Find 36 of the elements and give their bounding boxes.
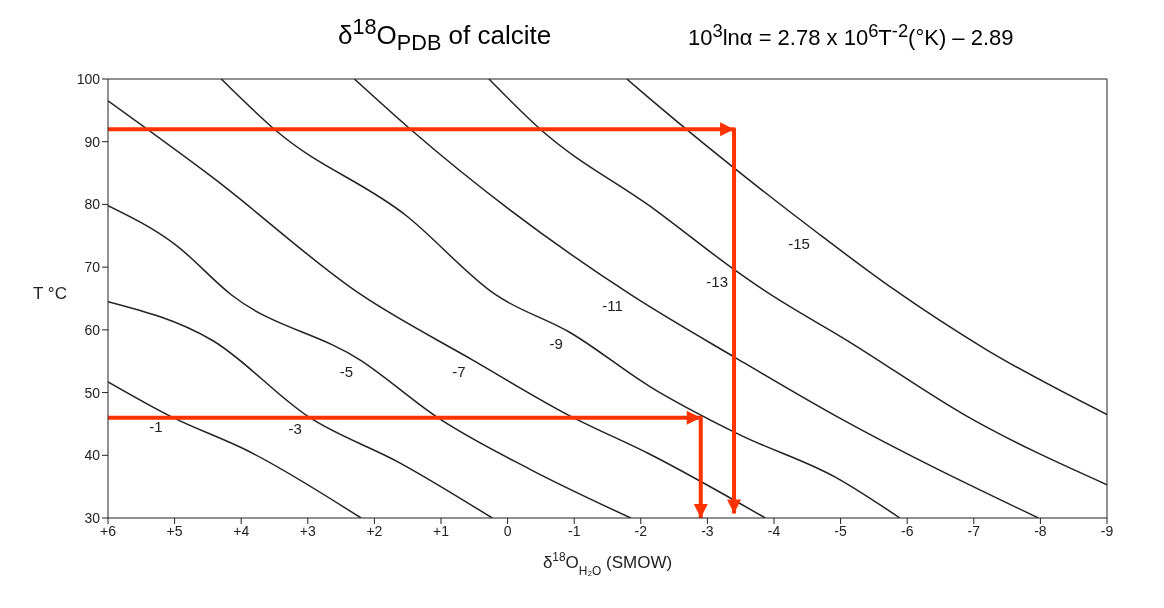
x-tick-label: -8 (1034, 522, 1047, 539)
y-tick-label: 30 (84, 509, 101, 526)
series-label: -3 (288, 419, 302, 437)
y-tick-label: 70 (84, 259, 101, 276)
x-tick-label: -4 (767, 522, 781, 539)
x-tick-label: +4 (233, 522, 250, 539)
series-label: -7 (452, 362, 466, 380)
y-tick-label: 60 (84, 321, 101, 338)
x-tick-label: -9 (1100, 522, 1114, 539)
x-tick-label: +2 (366, 522, 383, 539)
x-tick-label: -3 (701, 522, 714, 539)
y-tick-label: 50 (84, 384, 101, 401)
text: δ$^{18}$O$_{PDB}$ of calcite (338, 14, 552, 56)
x-tick-label: +1 (433, 522, 450, 539)
x-tick-label: -2 (634, 522, 648, 539)
y-tick-label: 100 (76, 70, 101, 87)
y-axis-title: T °C (33, 283, 67, 303)
series-label: -9 (549, 334, 563, 352)
series-label: -5 (339, 362, 354, 380)
x-tick-label: +6 (100, 522, 117, 539)
y-tick-label: 80 (84, 196, 101, 213)
x-tick-label: -6 (900, 522, 914, 539)
x-tick-label: -7 (967, 522, 981, 539)
x-tick-label: +3 (299, 522, 316, 539)
y-tick-label: 90 (84, 133, 101, 150)
text: 10$^{3}$lnα = 2.78 x 10$^{6}$T$^{-2}$(°K) – 2.89 (688, 20, 1014, 52)
series-label: -1 (149, 418, 163, 436)
x-tick-label: -5 (834, 522, 848, 539)
series-label: -13 (706, 272, 729, 290)
x-tick-label: -1 (567, 522, 581, 539)
series-label: -15 (788, 235, 810, 253)
y-tick-label: 40 (84, 447, 101, 464)
series-label: -11 (602, 296, 623, 314)
x-tick-label: 0 (503, 522, 512, 539)
x-axis-title: δ$^{18}$O$_{H₂O}$ (SMOW) (542, 550, 673, 578)
x-tick-label: +5 (166, 522, 183, 539)
